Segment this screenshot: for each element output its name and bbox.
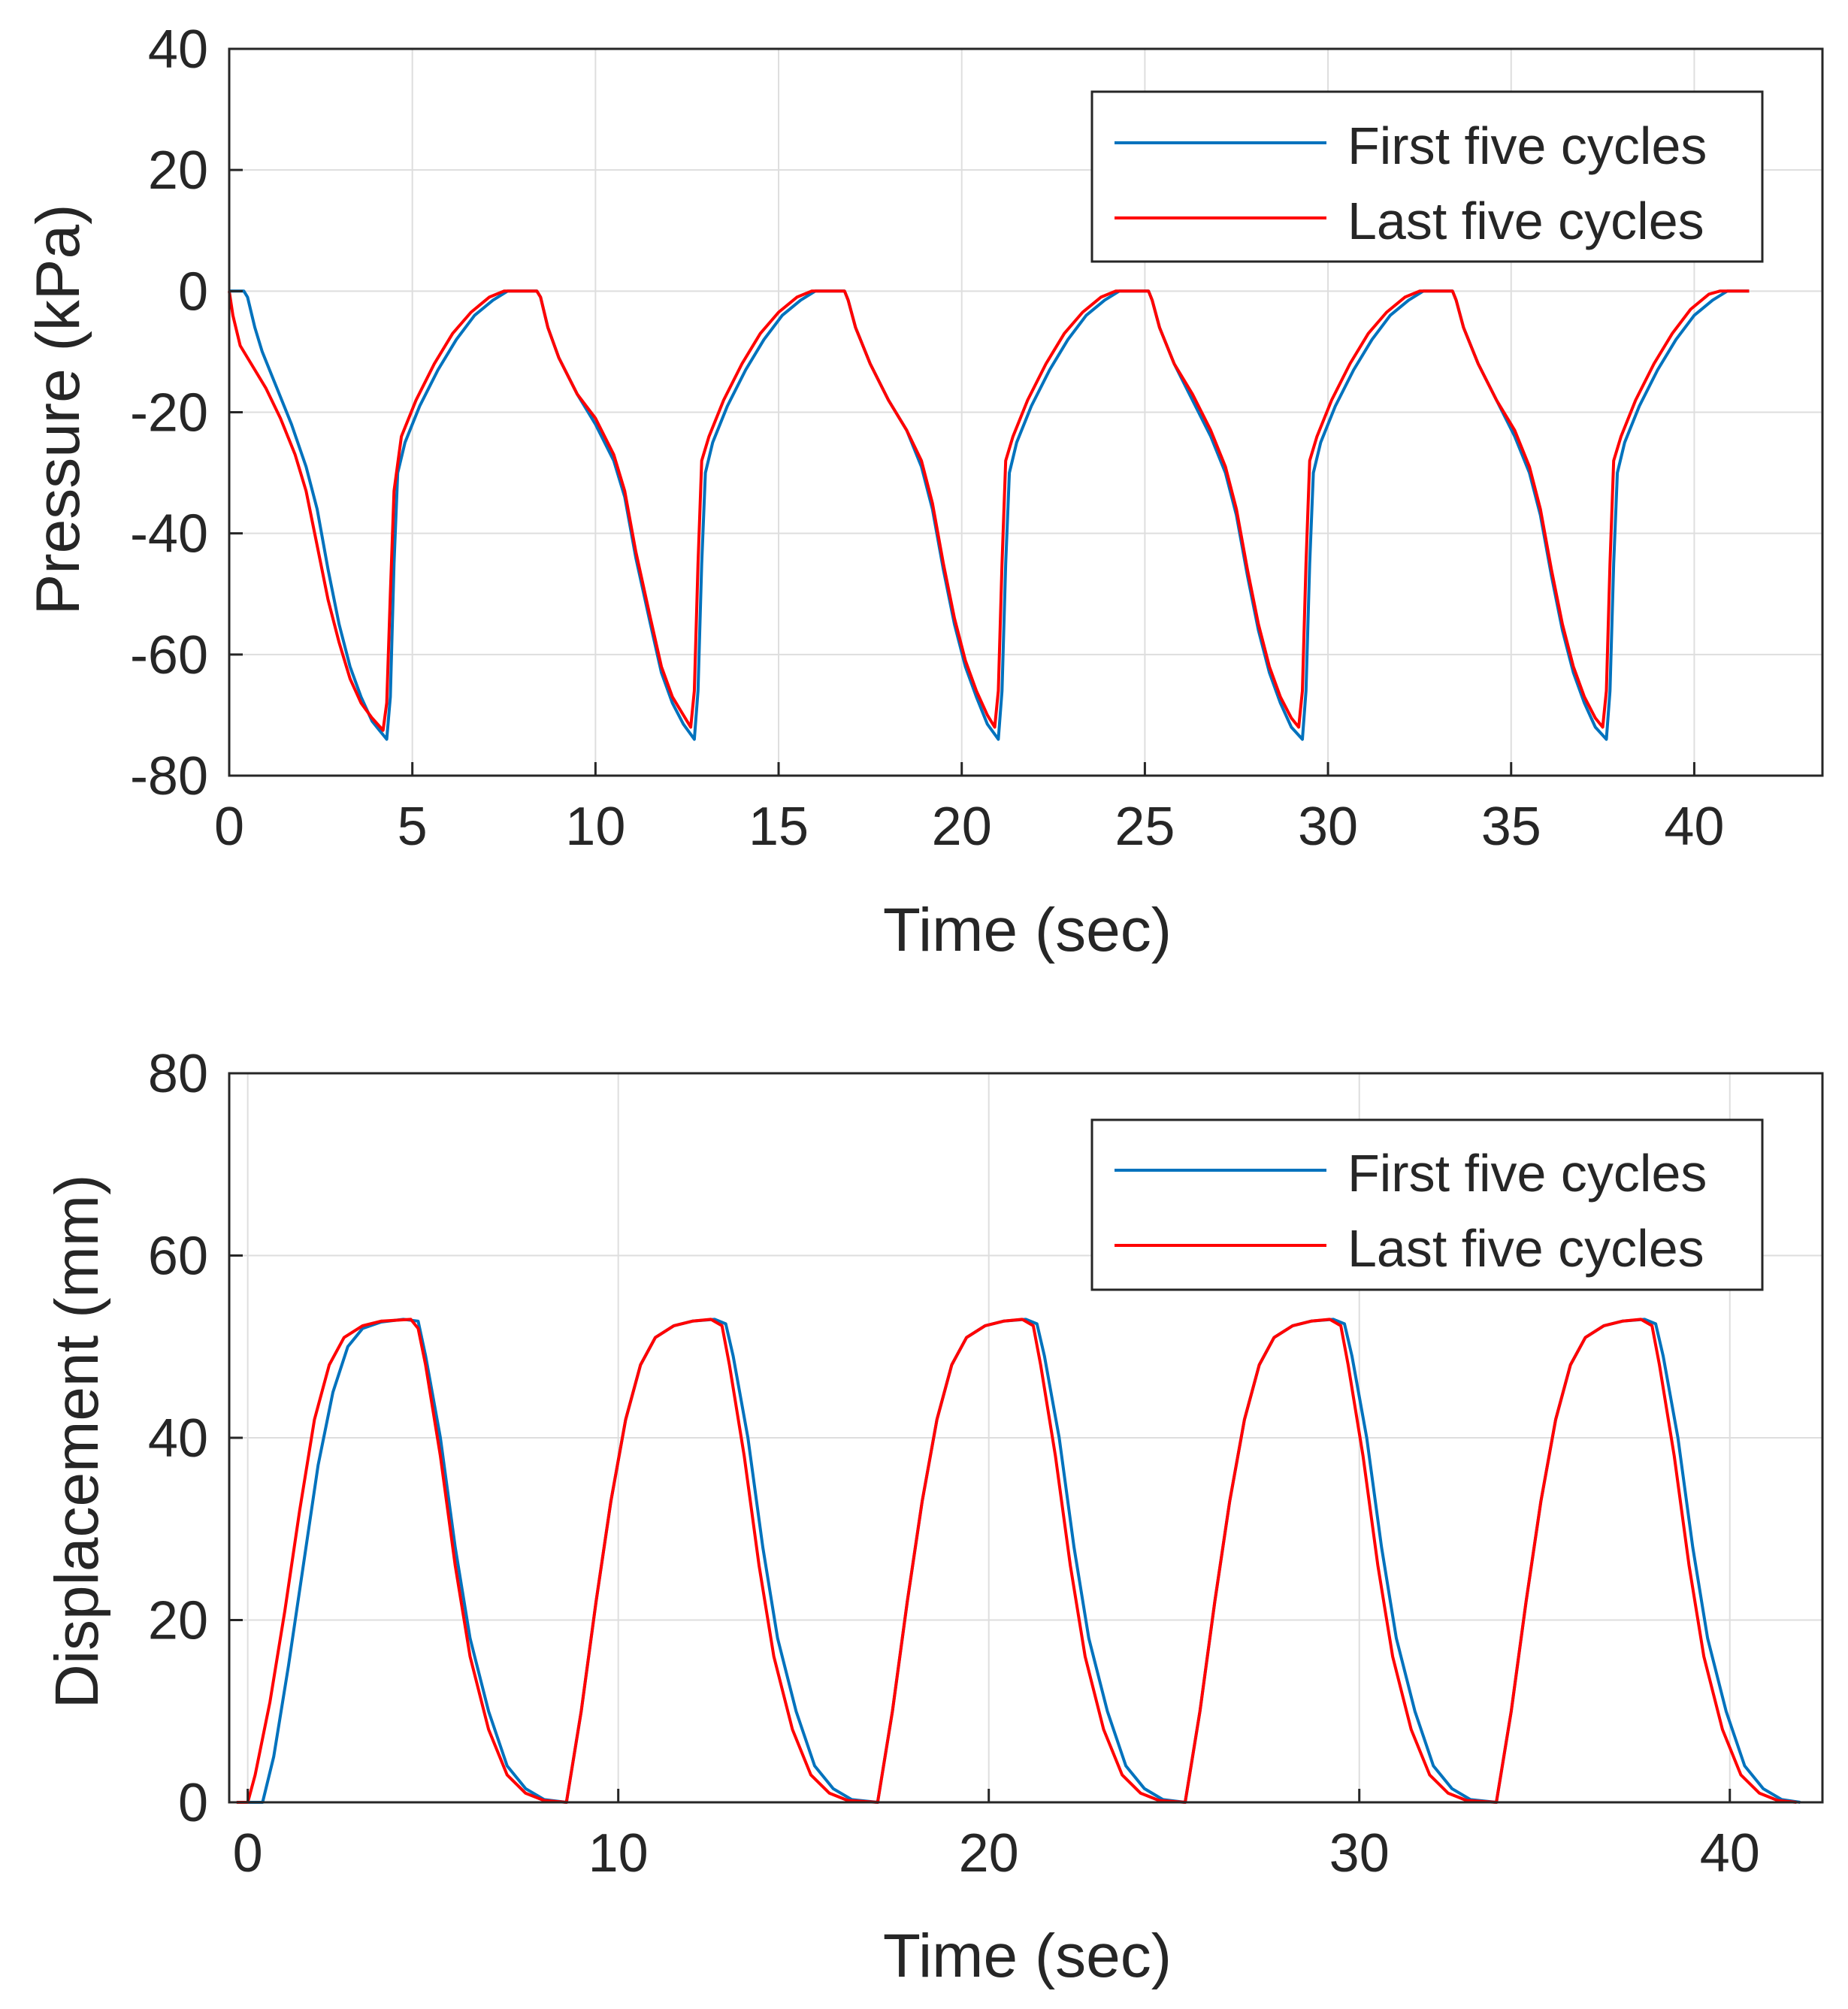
displacement-legend-first: First five cycles <box>1347 1144 1707 1203</box>
pressure-x-tick-label: 0 <box>214 797 244 857</box>
pressure-y-tick-label: 40 <box>148 20 208 80</box>
displacement-legend: First five cycles Last five cycles <box>1090 1118 1764 1291</box>
pressure-x-tick-label: 40 <box>1664 797 1724 857</box>
pressure-x-tick-label: 35 <box>1481 797 1541 857</box>
pressure-x-tick-label: 25 <box>1115 797 1175 857</box>
pressure-y-tick-label: 0 <box>178 262 208 322</box>
displacement-legend-box <box>1090 1118 1764 1291</box>
pressure-y-tick-label: -40 <box>130 504 208 564</box>
pressure-x-tick-label: 30 <box>1298 797 1358 857</box>
pressure-legend-box <box>1090 90 1764 263</box>
pressure-x-tick-label: 5 <box>398 797 428 857</box>
displacement-x-tick-label: 40 <box>1700 1823 1760 1883</box>
displacement-y-tick-label: 60 <box>148 1227 208 1287</box>
pressure-x-tick-label: 20 <box>932 797 992 857</box>
pressure-y-tick-label: -20 <box>130 383 208 443</box>
pressure-y-tick-label: -80 <box>130 746 208 806</box>
displacement-x-tick-label: 10 <box>588 1823 649 1883</box>
pressure-ticks: 0 5 10 15 20 25 30 35 40 -80 -60 -40 -20 0 20 40 <box>130 20 1725 857</box>
pressure-y-tick-label: -60 <box>130 625 208 685</box>
pressure-plot: 0 5 10 15 20 25 30 35 40 -80 -60 -40 -20 0 20 40 Time (… <box>24 20 1824 964</box>
pressure-x-tick-label: 15 <box>749 797 809 857</box>
pressure-legend-last: Last five cycles <box>1347 192 1704 250</box>
displacement-x-axis-label: Time (sec) <box>883 1922 1172 1990</box>
pressure-y-axis-label: Pressure (kPa) <box>24 204 92 616</box>
pressure-lines <box>228 289 1750 741</box>
displacement-series-last-five-cycles <box>236 1318 1797 1804</box>
displacement-plot: 0 10 20 30 40 0 20 40 60 80 Time (sec) Displaceme… <box>43 1044 1824 1990</box>
displacement-x-tick-label: 0 <box>233 1823 263 1883</box>
pressure-series-last-five-cycles <box>228 289 1750 732</box>
pressure-x-tick-label: 10 <box>565 797 625 857</box>
displacement-y-axis-label: Displacement (mm) <box>43 1175 111 1709</box>
displacement-x-tick-label: 20 <box>959 1823 1019 1883</box>
displacement-ticks: 0 10 20 30 40 0 20 40 60 80 <box>148 1044 1760 1883</box>
displacement-x-tick-label: 30 <box>1329 1823 1390 1883</box>
displacement-legend-last: Last five cycles <box>1347 1219 1704 1278</box>
displacement-y-tick-label: 20 <box>148 1591 208 1651</box>
displacement-lines <box>236 1318 1801 1804</box>
displacement-y-tick-label: 40 <box>148 1408 208 1469</box>
pressure-legend: First five cycles Last five cycles <box>1090 90 1764 263</box>
pressure-x-axis-label: Time (sec) <box>883 896 1172 964</box>
displacement-y-tick-label: 0 <box>178 1773 208 1833</box>
pressure-legend-first: First five cycles <box>1347 116 1707 175</box>
displacement-y-tick-label: 80 <box>148 1044 208 1104</box>
pressure-y-tick-label: 20 <box>148 141 208 201</box>
